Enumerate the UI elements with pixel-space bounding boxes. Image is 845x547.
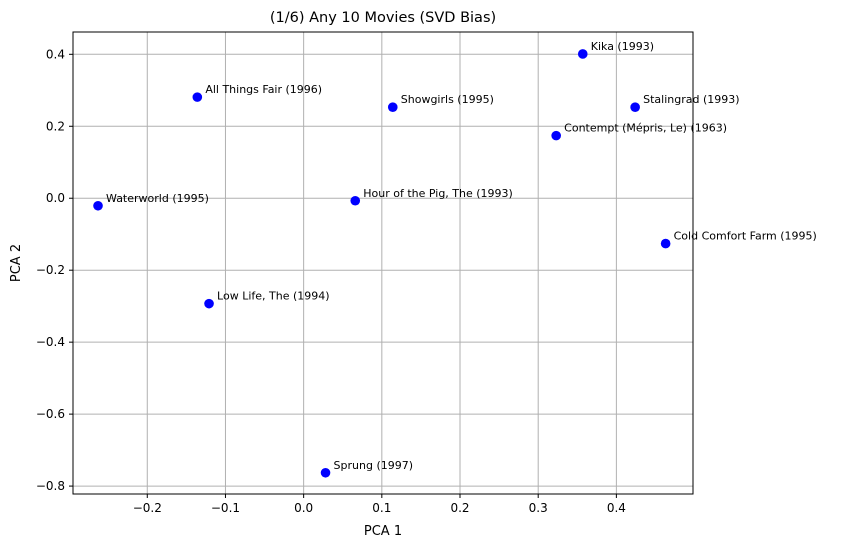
x-tick-label: −0.2 <box>133 501 162 515</box>
data-point <box>320 467 331 478</box>
data-point <box>577 49 588 59</box>
data-point <box>350 195 361 206</box>
y-tick-label: −0.2 <box>36 263 65 277</box>
point-label: Waterworld (1995) <box>106 192 209 205</box>
point-label: Sprung (1997) <box>334 459 414 472</box>
x-tick-label: 0.1 <box>372 501 391 515</box>
y-tick-label: −0.6 <box>36 407 65 421</box>
point-label: Low Life, The (1994) <box>217 290 330 303</box>
point-label: Showgirls (1995) <box>401 93 494 106</box>
x-tick-label: −0.1 <box>211 501 240 515</box>
x-tick-label: 0.3 <box>529 501 548 515</box>
y-tick-label: 0.0 <box>46 191 65 205</box>
point-label: All Things Fair (1996) <box>205 83 322 96</box>
y-tick-label: −0.8 <box>36 479 65 493</box>
y-axis-label: PCA 2 <box>9 244 24 282</box>
data-points: Kika (1993) All Things Fair (1996) Showgir… <box>93 40 817 478</box>
x-axis-label: PCA 1 <box>364 524 402 539</box>
data-point <box>204 298 214 309</box>
data-point <box>387 102 398 113</box>
plot-frame <box>72 31 694 495</box>
data-point <box>93 200 103 211</box>
point-label: Hour of the Pig, The (1993) <box>363 187 513 200</box>
y-tick-label: −0.4 <box>36 335 65 349</box>
x-tick-label: 0.2 <box>450 501 469 515</box>
axis-ticks: −0.2 −0.1 0.0 0.1 0.2 0.3 0.4 −0.8 −0.6 −0.4 −0.2 0… <box>36 47 626 515</box>
grid <box>73 32 693 494</box>
point-label: Contempt (Mépris, Le) (1963) <box>564 122 727 135</box>
x-tick-label: 0.4 <box>607 501 626 515</box>
point-label: Stalingrad (1993) <box>643 93 739 106</box>
chart-title: (1/6) Any 10 Movies (SVD Bias) <box>270 10 496 26</box>
y-tick-label: 0.4 <box>46 47 65 61</box>
x-tick-label: 0.0 <box>294 501 313 515</box>
data-point <box>660 238 671 249</box>
y-tick-label: 0.2 <box>46 119 65 133</box>
point-label: Kika (1993) <box>591 40 654 53</box>
point-label: Cold Comfort Farm (1995) <box>674 230 817 243</box>
data-point <box>551 130 561 141</box>
data-point <box>630 102 640 113</box>
data-point <box>192 92 203 102</box>
